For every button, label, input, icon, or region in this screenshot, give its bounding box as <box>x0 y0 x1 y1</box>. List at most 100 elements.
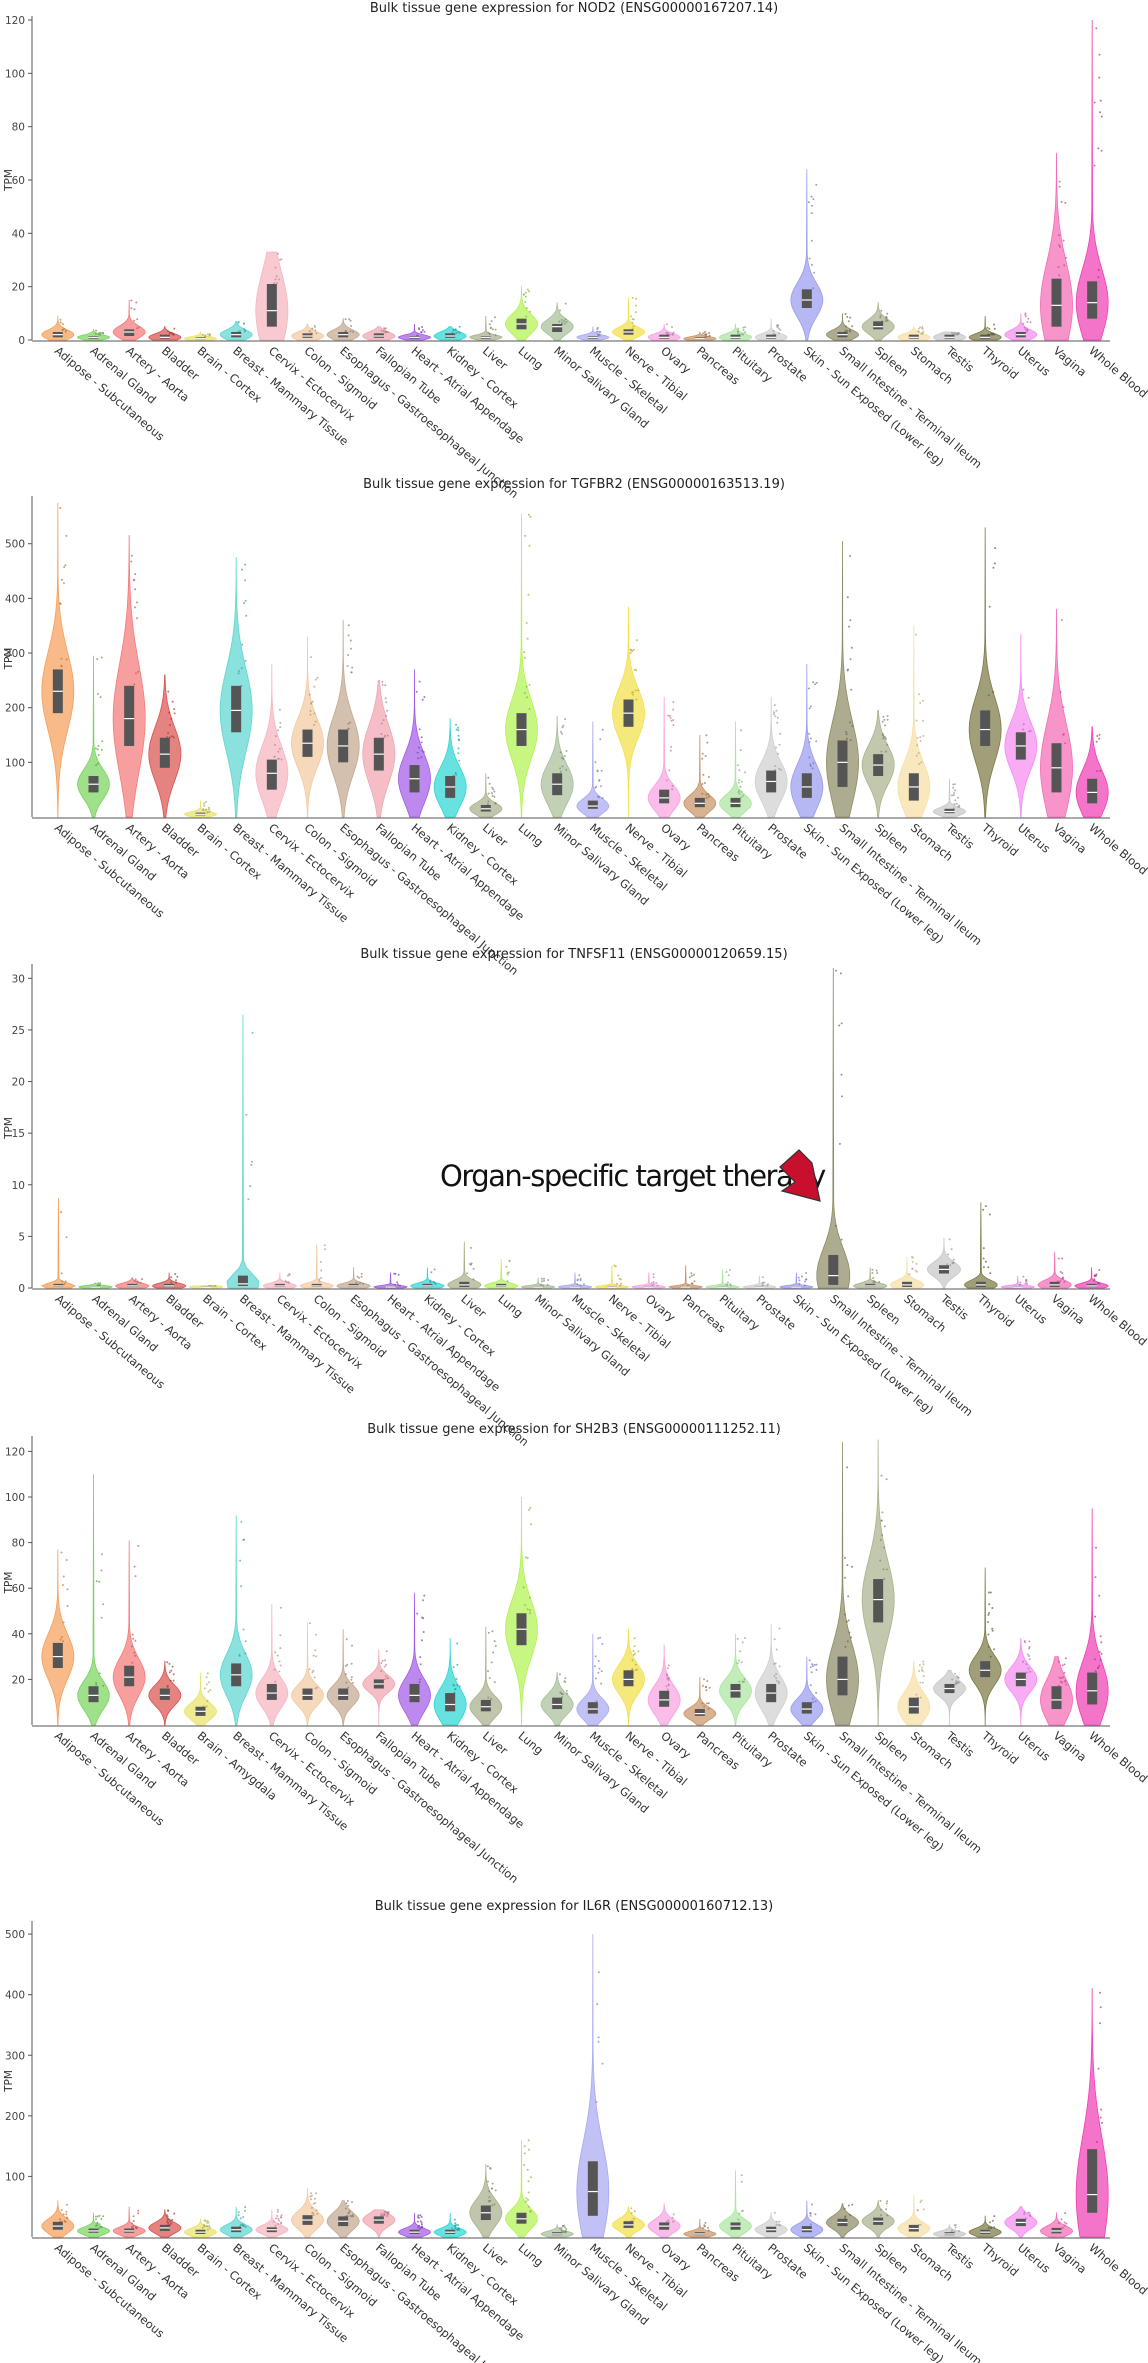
outlier-point <box>1099 770 1102 772</box>
outlier-point <box>808 756 811 759</box>
outlier-point <box>990 2227 992 2229</box>
iqr-box <box>445 1693 456 1712</box>
outlier-point <box>916 736 919 739</box>
outlier-point <box>490 1698 493 1700</box>
outlier-point <box>59 321 62 324</box>
outlier-point <box>1099 1635 1102 1638</box>
outlier-point <box>880 2214 883 2217</box>
outlier-point <box>1065 2222 1068 2225</box>
outlier-point <box>987 1621 989 1623</box>
violin-pituitary <box>719 721 752 818</box>
outlier-point <box>778 743 781 746</box>
violin-adrenal-gland <box>78 1282 113 1289</box>
outlier-point <box>1059 691 1062 694</box>
outlier-point <box>809 765 812 768</box>
outlier-point <box>599 738 602 741</box>
outlier-point <box>1097 147 1100 150</box>
violin-shape <box>540 2224 574 2238</box>
outlier-point <box>276 1654 279 1657</box>
outlier-point <box>772 713 775 716</box>
outlier-point <box>60 1272 63 1275</box>
outlier-point <box>775 1673 778 1675</box>
violin-artery-aorta <box>112 2206 146 2238</box>
violin-whole-blood <box>1075 726 1109 818</box>
violin-bladder <box>148 674 182 818</box>
violin-shape <box>77 328 110 341</box>
outlier-point <box>132 2215 135 2218</box>
outlier-point <box>347 634 350 637</box>
outlier-point <box>1095 1546 1097 1549</box>
outlier-point <box>416 1612 419 1615</box>
outlier-point <box>399 1284 401 1287</box>
outlier-point <box>383 2210 386 2213</box>
outlier-point <box>601 2062 604 2065</box>
violin-shape <box>647 2203 681 2238</box>
outlier-point <box>1022 688 1025 691</box>
outlier-point <box>798 1279 801 1282</box>
outlier-point <box>524 291 527 294</box>
outlier-point <box>803 1284 806 1287</box>
outlier-point <box>138 326 140 329</box>
outlier-point <box>834 1224 837 1227</box>
outlier-point <box>359 1282 361 1285</box>
outlier-point <box>727 1274 730 1277</box>
outlier-point <box>885 1478 888 1481</box>
outlier-point <box>917 327 920 330</box>
outlier-point <box>1061 1277 1064 1280</box>
y-tick-label: 120 <box>5 1446 25 1458</box>
outlier-point <box>60 2209 63 2212</box>
outlier-point <box>135 2226 138 2229</box>
outlier-point <box>418 328 421 331</box>
outlier-point <box>99 333 102 336</box>
outlier-point <box>775 709 778 712</box>
outlier-point <box>635 297 638 300</box>
outlier-point <box>136 617 139 620</box>
violin-minor-salivary-gland <box>540 1672 574 1726</box>
outlier-point <box>386 709 389 712</box>
outlier-point <box>487 792 490 795</box>
outlier-point <box>886 2200 889 2203</box>
outlier-point <box>691 1282 694 1285</box>
violin-pancreas <box>683 2218 717 2238</box>
outlier-point <box>529 515 532 518</box>
violin-shape <box>705 1269 740 1289</box>
violin-shape <box>933 1669 966 1725</box>
violin-shape <box>1040 608 1073 818</box>
violin-shape <box>226 1014 260 1289</box>
outlier-point <box>949 1264 952 1267</box>
outlier-point <box>880 309 883 312</box>
outlier-point <box>917 752 920 755</box>
outlier-point <box>848 1631 851 1634</box>
outlier-point <box>922 330 925 333</box>
violin-adipose-subcutaneous <box>41 502 75 818</box>
outlier-point <box>708 335 711 338</box>
outlier-point <box>957 796 959 799</box>
outlier-point <box>274 2224 277 2227</box>
violin-breast-mammary-tissue <box>219 1515 253 1726</box>
violin-adrenal-gland <box>77 2212 110 2238</box>
iqr-box <box>266 759 277 790</box>
outlier-point <box>993 2215 996 2218</box>
outlier-point <box>205 800 207 803</box>
outlier-point <box>563 2224 565 2227</box>
outlier-point <box>690 1272 693 1275</box>
outlier-point <box>487 1670 489 1673</box>
outlier-point <box>244 1640 247 1643</box>
outlier-point <box>456 1663 459 1666</box>
outlier-point <box>1098 1269 1101 1271</box>
outlier-point <box>652 1281 655 1283</box>
outlier-point <box>275 2217 278 2220</box>
outlier-point <box>167 330 169 333</box>
outlier-point <box>244 579 247 582</box>
outlier-point <box>774 765 777 767</box>
outlier-point <box>777 752 780 755</box>
outlier-point <box>560 730 562 733</box>
violin-shape <box>1075 19 1109 341</box>
outlier-point <box>777 2223 780 2226</box>
outlier-point <box>600 1670 603 1673</box>
outlier-point <box>350 325 352 327</box>
violin-prostate <box>754 1624 788 1726</box>
y-axis-label: TPM <box>3 1572 15 1595</box>
outlier-point <box>238 330 241 333</box>
iqr-box <box>409 1683 420 1703</box>
